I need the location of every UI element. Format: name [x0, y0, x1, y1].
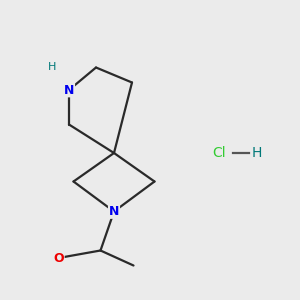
Text: O: O: [53, 251, 64, 265]
Text: Cl: Cl: [212, 146, 226, 160]
Text: H: H: [251, 146, 262, 160]
Text: N: N: [109, 205, 119, 218]
Text: H: H: [48, 62, 57, 73]
Text: N: N: [64, 83, 74, 97]
